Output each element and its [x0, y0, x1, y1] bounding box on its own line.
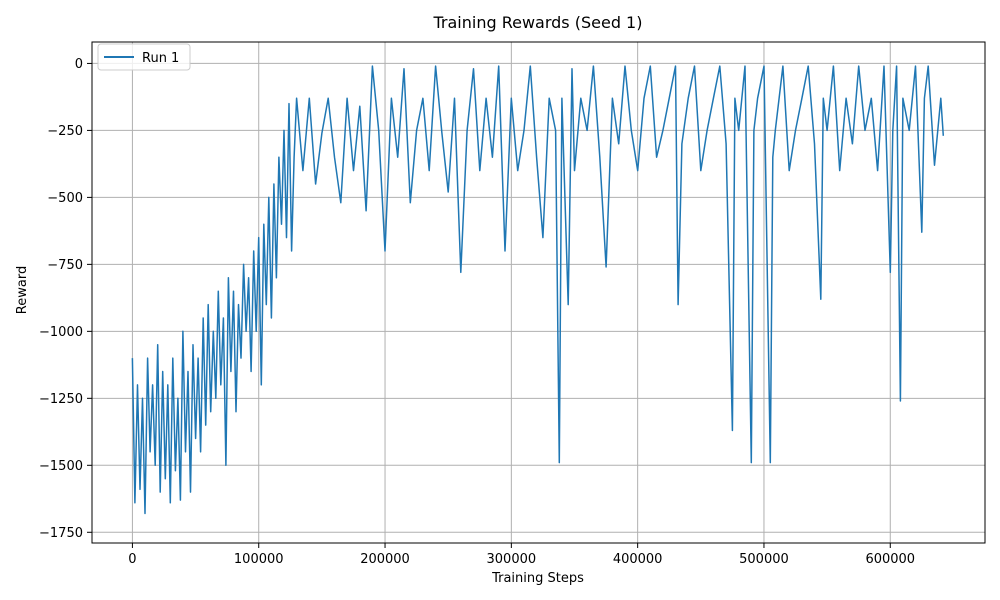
y-tick-label: −1750 [39, 526, 83, 541]
x-tick-label: 600000 [865, 552, 915, 567]
x-tick-label: 100000 [234, 552, 284, 567]
x-tick-label: 400000 [613, 552, 663, 567]
y-tick-label: −750 [47, 258, 83, 273]
x-axis-title: Training Steps [491, 571, 584, 586]
x-tick-label: 0 [128, 552, 136, 567]
x-tick-label: 200000 [360, 552, 410, 567]
y-tick-label: −1000 [39, 325, 83, 340]
y-axis-title: Reward [15, 266, 30, 314]
legend-box [97, 43, 191, 71]
grid-lines [92, 42, 985, 543]
y-tick-label: 0 [75, 57, 83, 72]
y-tick-label: −1500 [39, 459, 83, 474]
plot-area-frame [91, 41, 986, 544]
y-tick-label: −250 [47, 124, 83, 139]
series-line-run-1 [131, 65, 945, 515]
axis-ticks: 0 100000 200000 300000 400000 500000 600000 0 −2… [39, 57, 915, 567]
series-layer [131, 65, 945, 515]
y-tick-label: −1250 [39, 392, 83, 407]
x-tick-label: 500000 [739, 552, 789, 567]
x-tick-label: 300000 [487, 552, 537, 567]
legend: Run 1 [97, 43, 191, 71]
chart-title: Training Rewards (Seed 1) [433, 13, 643, 32]
legend-label-run-1: Run 1 [142, 51, 179, 66]
y-tick-label: −500 [47, 191, 83, 206]
